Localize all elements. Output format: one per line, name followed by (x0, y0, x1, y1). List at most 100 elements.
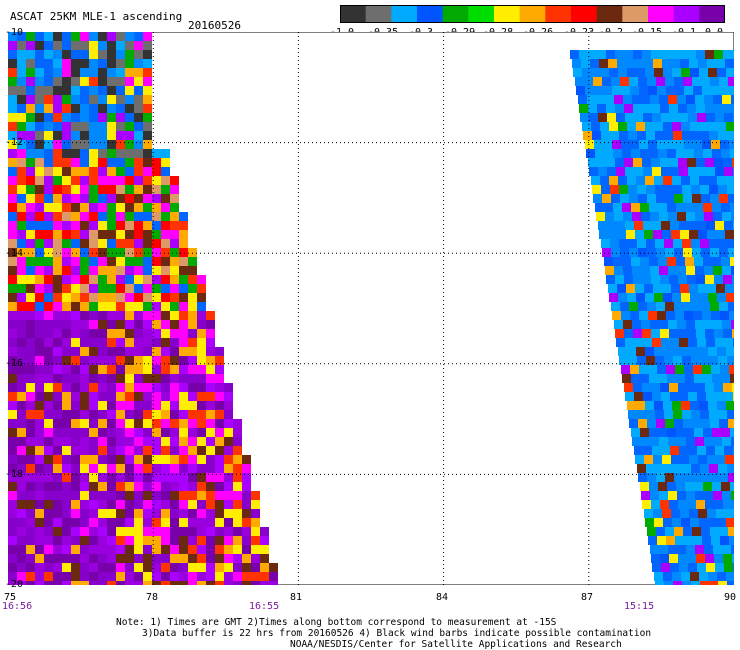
swath-cell (696, 158, 705, 167)
swath-cell (663, 68, 672, 77)
swath-cell (206, 311, 215, 320)
swath-cell (80, 446, 89, 455)
swath-cell (89, 302, 98, 311)
swath-cell (125, 410, 134, 419)
swath-cell (71, 194, 80, 203)
swath-cell (35, 464, 44, 473)
swath-cell (701, 248, 710, 257)
swath-cell (89, 59, 98, 68)
swath-cell (679, 167, 688, 176)
swath-cell (685, 428, 694, 437)
swath-cell (698, 455, 707, 464)
swath-cell (71, 104, 80, 113)
swath-cell (53, 203, 62, 212)
swath-cell (134, 122, 143, 131)
swath-cell (170, 509, 179, 518)
swath-cell (197, 518, 206, 527)
swath-cell (626, 230, 635, 239)
swath-cell (125, 176, 134, 185)
swath-cell (623, 95, 632, 104)
swath-cell (17, 266, 26, 275)
swath-cell (719, 77, 728, 86)
swath-cell (188, 545, 197, 554)
swath-cell (53, 554, 62, 563)
swath-cell (161, 554, 170, 563)
swath-cell (179, 374, 188, 383)
swath-cell (53, 221, 62, 230)
swath-cell (726, 347, 734, 356)
swath-cell (686, 212, 695, 221)
swath-cell (8, 572, 17, 581)
swath-cell (686, 437, 695, 446)
swath-cell (26, 320, 35, 329)
swath-cell (8, 158, 17, 167)
swath-cell (604, 257, 613, 266)
swath-cell (723, 500, 732, 509)
swath-cell (89, 581, 98, 585)
swath-cell (71, 176, 80, 185)
swath-cell (17, 329, 26, 338)
swath-cell (646, 131, 655, 140)
swath-cell (125, 581, 134, 585)
swath-cell (8, 257, 17, 266)
swath-cell (215, 437, 224, 446)
swath-cell (593, 77, 602, 86)
swath-cell (667, 203, 676, 212)
swath-cell (44, 221, 53, 230)
swath-cell (621, 86, 630, 95)
swath-cell (688, 113, 697, 122)
swath-cell (35, 563, 44, 572)
swath-cell (224, 401, 233, 410)
swath-cell (80, 482, 89, 491)
swath-cell (35, 257, 44, 266)
swath-cell (17, 86, 26, 95)
swath-cell (692, 419, 701, 428)
swath-cell (116, 545, 125, 554)
swath-cell (694, 257, 703, 266)
swath-cell (98, 248, 107, 257)
swath-cell (44, 536, 53, 545)
swath-cell (62, 437, 71, 446)
swath-cell (599, 230, 608, 239)
swath-cell (89, 428, 98, 437)
swath-cell (188, 446, 197, 455)
swath-cell (242, 473, 251, 482)
swath-cell (35, 509, 44, 518)
swath-cell (607, 113, 616, 122)
swath-cell (8, 284, 17, 293)
swath-cell (62, 185, 71, 194)
swath-cell (676, 374, 685, 383)
swath-cell (710, 473, 719, 482)
swath-cell (53, 329, 62, 338)
swath-cell (152, 221, 161, 230)
swath-cell (677, 266, 686, 275)
swath-cell (134, 41, 143, 50)
swath-cell (634, 392, 643, 401)
swath-cell (134, 581, 143, 585)
swath-cell (678, 383, 687, 392)
swath-cell (62, 104, 71, 113)
swath-cell (89, 212, 98, 221)
swath-cell (644, 284, 653, 293)
swath-cell (595, 203, 604, 212)
swath-cell (710, 194, 719, 203)
swath-cell (668, 320, 677, 329)
swath-cell (587, 95, 596, 104)
swath-cell (224, 482, 233, 491)
swath-cell (116, 536, 125, 545)
swath-cell (637, 356, 646, 365)
swath-cell (728, 302, 734, 311)
swath-cell (89, 131, 98, 140)
swath-cell (26, 50, 35, 59)
swath-cell (611, 194, 620, 203)
swath-cell (80, 266, 89, 275)
swath-cell (116, 446, 125, 455)
swath-cell (62, 320, 71, 329)
swath-cell (89, 329, 98, 338)
swath-cell (658, 428, 667, 437)
swath-cell (170, 554, 179, 563)
swath-cell (604, 149, 613, 158)
swath-cell (143, 464, 152, 473)
swath-cell (134, 428, 143, 437)
swath-cell (617, 284, 626, 293)
